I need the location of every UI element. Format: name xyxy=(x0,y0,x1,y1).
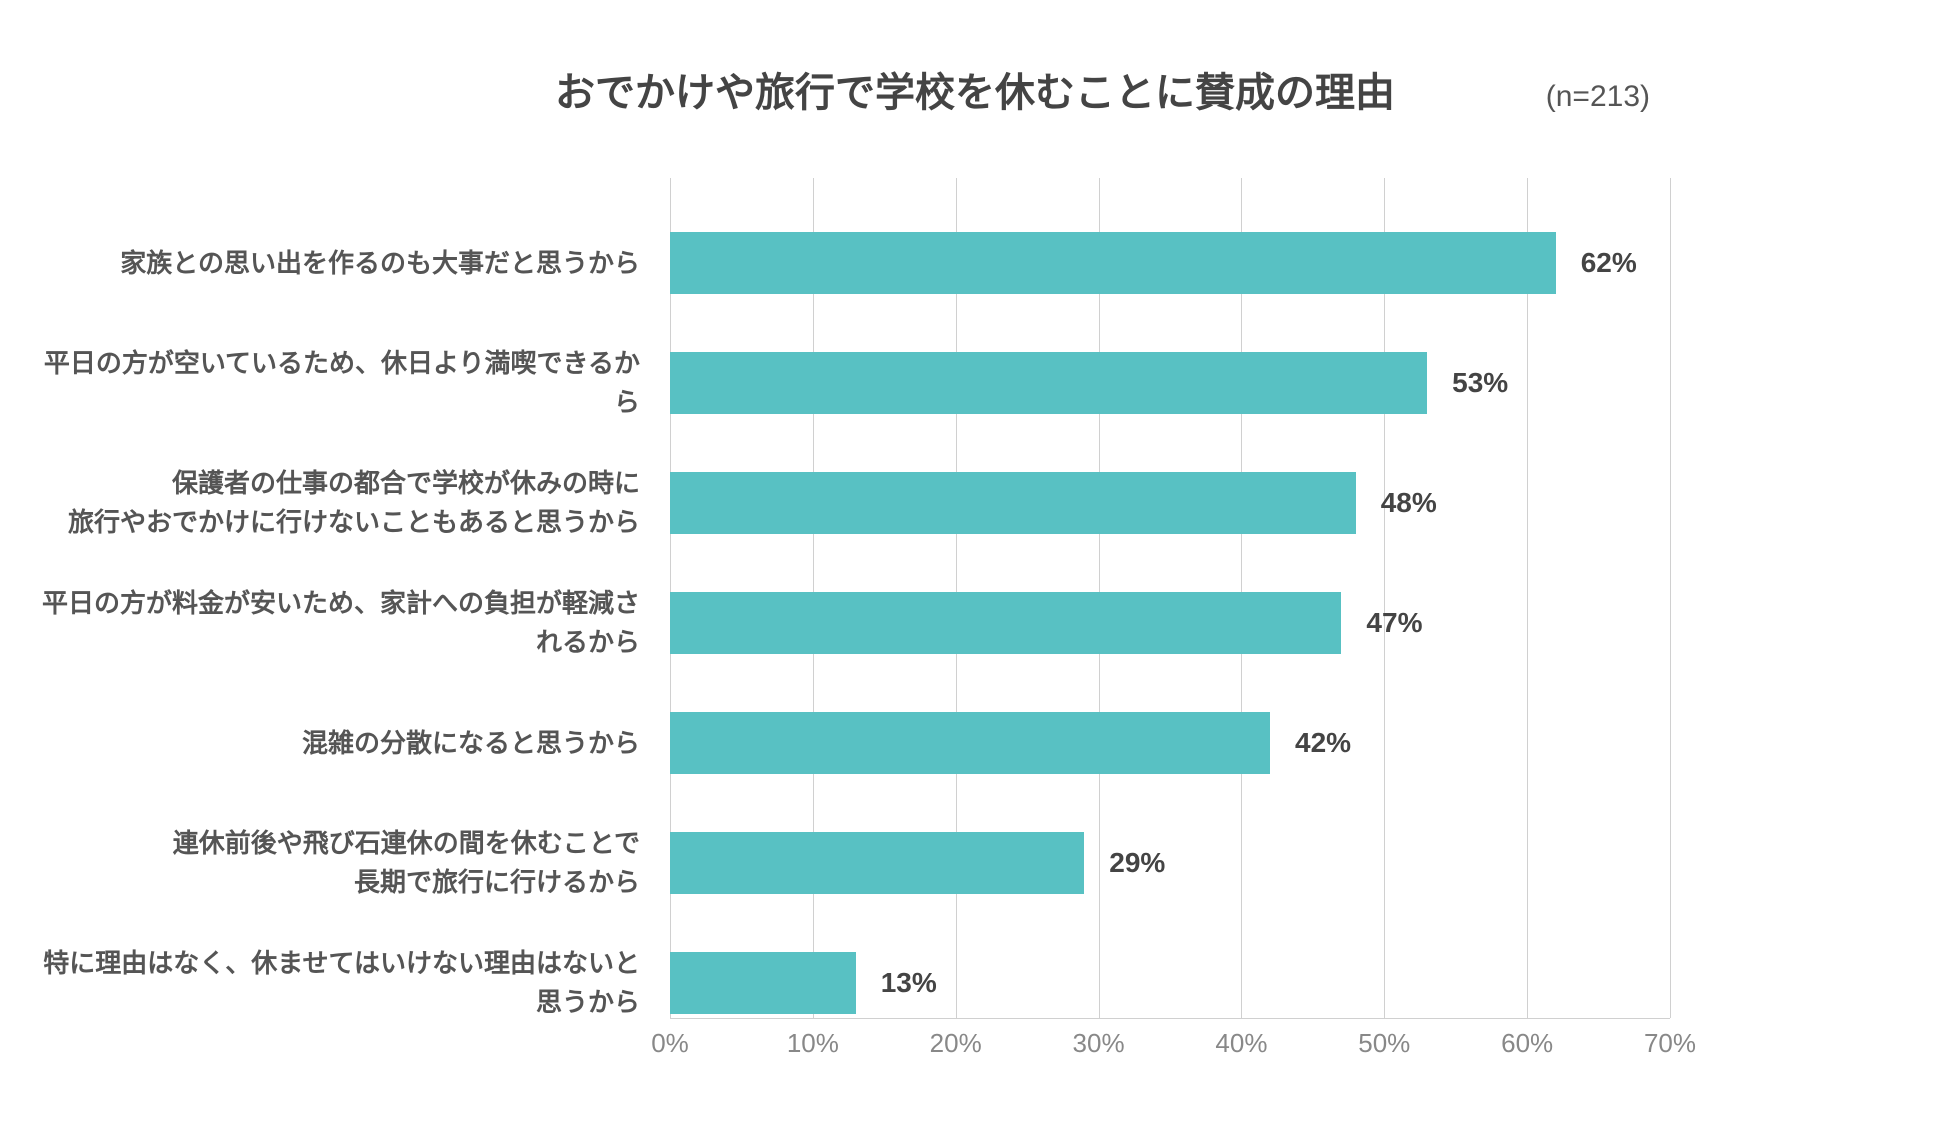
x-tick-label: 60% xyxy=(1501,1028,1553,1059)
grid-line xyxy=(1670,178,1671,1018)
x-tick-label: 30% xyxy=(1073,1028,1125,1059)
chart-header: おでかけや旅行で学校を休むことに賛成の理由 (n=213) xyxy=(0,60,1950,118)
bar-row: 平日の方が料金が安いため、家計への負担が軽減されるから47% xyxy=(670,563,1670,683)
bar xyxy=(670,952,856,1014)
x-tick-label: 20% xyxy=(930,1028,982,1059)
bar-label: 特に理由はなく、休ませてはいけない理由はないと思うから xyxy=(40,944,670,1022)
bar-value: 29% xyxy=(1109,847,1165,879)
bar-row: 平日の方が空いているため、休日より満喫できるから53% xyxy=(670,323,1670,443)
x-axis: 0%10%20%30%40%50%60%70% xyxy=(670,1018,1670,1048)
x-tick-label: 70% xyxy=(1644,1028,1696,1059)
bar-label: 家族との思い出を作るのも大事だと思うから xyxy=(40,244,670,283)
x-tick-label: 0% xyxy=(651,1028,689,1059)
bar-value: 62% xyxy=(1581,247,1637,279)
bar-value: 47% xyxy=(1366,607,1422,639)
x-tick-label: 40% xyxy=(1215,1028,1267,1059)
bar xyxy=(670,472,1356,534)
bar-value: 13% xyxy=(881,967,937,999)
bar xyxy=(670,832,1084,894)
bar xyxy=(670,232,1556,294)
bar-value: 53% xyxy=(1452,367,1508,399)
chart-container: おでかけや旅行で学校を休むことに賛成の理由 (n=213) 家族との思い出を作る… xyxy=(0,0,1950,1138)
chart-subtitle: (n=213) xyxy=(1546,80,1650,114)
bar-row: 家族との思い出を作るのも大事だと思うから62% xyxy=(670,203,1670,323)
bars-wrap: 家族との思い出を作るのも大事だと思うから62%平日の方が空いているため、休日より… xyxy=(670,178,1670,1018)
bar-value: 48% xyxy=(1381,487,1437,519)
x-tick-label: 50% xyxy=(1358,1028,1410,1059)
bar-label: 平日の方が空いているため、休日より満喫できるから xyxy=(40,344,670,422)
bar-label: 平日の方が料金が安いため、家計への負担が軽減されるから xyxy=(40,584,670,662)
bar-label: 混雑の分散になると思うから xyxy=(40,724,670,763)
bar-label: 連休前後や飛び石連休の間を休むことで長期で旅行に行けるから xyxy=(40,824,670,902)
x-tick-label: 10% xyxy=(787,1028,839,1059)
bar-row: 保護者の仕事の都合で学校が休みの時に旅行やおでかけに行けないこともあると思うから… xyxy=(670,443,1670,563)
bar-value: 42% xyxy=(1295,727,1351,759)
chart-title: おでかけや旅行で学校を休むことに賛成の理由 xyxy=(555,60,1395,118)
bar-row: 連休前後や飛び石連休の間を休むことで長期で旅行に行けるから29% xyxy=(670,803,1670,923)
plot-area: 家族との思い出を作るのも大事だと思うから62%平日の方が空いているため、休日より… xyxy=(670,178,1670,1048)
bar-row: 混雑の分散になると思うから42% xyxy=(670,683,1670,803)
bar xyxy=(670,592,1341,654)
bar-label: 保護者の仕事の都合で学校が休みの時に旅行やおでかけに行けないこともあると思うから xyxy=(40,464,670,542)
bar xyxy=(670,712,1270,774)
x-axis-line xyxy=(670,1018,1670,1019)
bar xyxy=(670,352,1427,414)
